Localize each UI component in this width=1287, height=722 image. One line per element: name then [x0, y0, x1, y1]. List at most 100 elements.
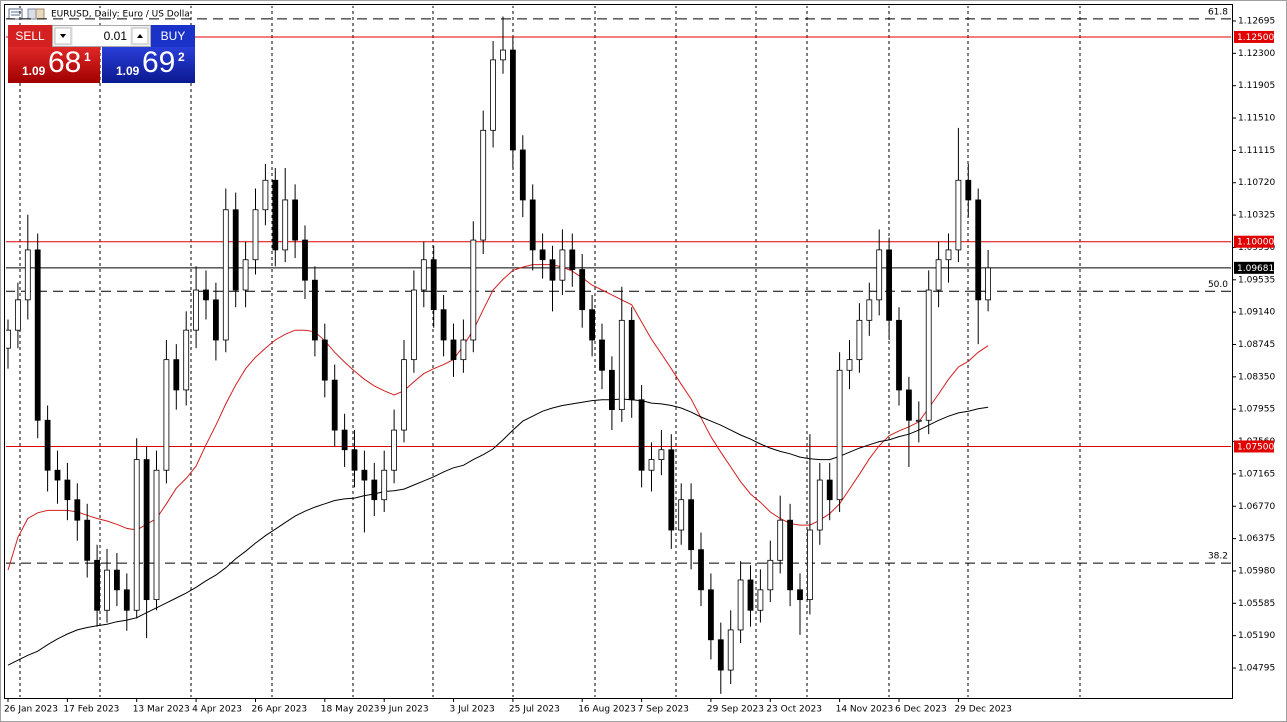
candle-body	[509, 49, 516, 151]
fib-label: 61.8	[1208, 7, 1228, 17]
x-tick-label: 23 Oct 2023	[766, 705, 822, 715]
buy-price[interactable]: 1.09 69 2	[102, 46, 195, 83]
y-tick-label: 1.11905	[1238, 81, 1275, 91]
lot-input[interactable]: 0.01	[73, 26, 130, 46]
candle-body	[569, 249, 576, 270]
price-tag	[1234, 440, 1274, 453]
candle-body	[470, 239, 477, 341]
candle-body	[331, 379, 338, 431]
candle-body	[945, 249, 952, 261]
candle-body	[846, 359, 853, 371]
candle-body	[14, 299, 21, 331]
candle-body	[935, 259, 942, 291]
candle-body	[826, 479, 833, 501]
candle-body	[579, 269, 586, 311]
up-arrow	[137, 34, 143, 38]
candle-body	[34, 249, 41, 421]
candle-body	[84, 519, 91, 561]
x-tick-label: 25 Jul 2023	[509, 705, 560, 715]
candle-body	[985, 267, 991, 301]
y-tick-label: 1.05190	[1238, 631, 1275, 641]
candle-body	[302, 239, 308, 281]
y-tick-label: 1.05585	[1238, 599, 1275, 609]
candle-body	[381, 469, 388, 501]
lot-control: 0.01	[52, 25, 151, 47]
candle-body	[638, 399, 645, 471]
x-tick-label: 18 May 2023	[321, 705, 380, 715]
price-fraction: 1	[84, 50, 91, 64]
x-tick-label: 14 Nov 2023	[836, 705, 894, 715]
candle-body	[886, 249, 892, 321]
y-tick-label: 1.08745	[1238, 340, 1275, 350]
price-tag-label: 1.07500	[1237, 442, 1274, 452]
candle-body	[539, 249, 546, 261]
candle-body	[549, 259, 556, 281]
candle-body	[975, 199, 982, 301]
y-tick-label: 1.05980	[1238, 566, 1275, 576]
candle-body	[163, 359, 170, 471]
fib-label: 50.0	[1208, 280, 1228, 290]
candle-body	[133, 459, 140, 611]
candle-body	[777, 519, 784, 561]
y-tick-label: 1.12300	[1238, 49, 1275, 59]
chart-title: EURUSD, Daily: Euro / US Dolla	[51, 10, 190, 20]
icon	[35, 8, 45, 20]
price-tag	[1234, 235, 1274, 248]
sell-button[interactable]: SELL	[8, 25, 52, 47]
x-tick-label: 6 Dec 2023	[895, 705, 947, 715]
candle-body	[24, 249, 31, 301]
y-tick-label: 1.09535	[1238, 275, 1275, 285]
y-tick-label: 1.04795	[1238, 664, 1275, 674]
y-tick-label: 1.12695	[1238, 16, 1275, 26]
candle-body	[955, 179, 962, 251]
candle-body	[589, 309, 595, 341]
buy-button[interactable]: BUY	[151, 25, 195, 47]
candle-body	[232, 209, 239, 291]
candle-body	[599, 339, 605, 371]
y-tick-label: 1.07955	[1238, 405, 1275, 415]
candle-body	[915, 419, 922, 422]
candle-body	[787, 519, 793, 591]
down-arrow	[60, 34, 66, 38]
price-prefix: 1.09	[116, 64, 140, 78]
candle-body	[500, 49, 506, 61]
y-tick-label: 1.10720	[1238, 178, 1275, 188]
candle-body	[74, 499, 81, 521]
candle-body	[896, 319, 902, 391]
candle-body	[104, 569, 110, 611]
candle-body	[203, 289, 209, 301]
candle-body	[351, 449, 358, 471]
x-tick-label: 17 Feb 2023	[63, 705, 119, 715]
candle-body	[767, 559, 774, 591]
candle-body	[717, 639, 724, 671]
candle-body	[272, 179, 279, 251]
candle-body	[906, 389, 912, 421]
icon	[27, 8, 37, 20]
candle-body	[618, 319, 625, 411]
x-tick-label: 26 Apr 2023	[252, 705, 308, 715]
candle-body	[450, 339, 457, 361]
price-tag	[1234, 261, 1274, 274]
candle-body	[559, 249, 566, 281]
y-tick-label: 1.11115	[1238, 146, 1275, 156]
sell-price[interactable]: 1.09 68 1	[8, 46, 100, 83]
candle-body	[658, 449, 665, 460]
candle-body	[440, 309, 447, 341]
candle-body	[371, 479, 378, 501]
x-tick-label: 29 Dec 2023	[954, 705, 1012, 715]
candle-body	[222, 209, 229, 341]
candle-body	[292, 199, 299, 241]
candle-body	[193, 289, 200, 331]
y-tick-label: 1.08350	[1238, 372, 1275, 382]
candle-body	[212, 299, 219, 341]
x-tick-label: 7 Sep 2023	[638, 705, 689, 715]
candle-body	[836, 369, 843, 501]
moving-average	[7, 264, 989, 571]
candle-body	[321, 339, 328, 381]
candle-body	[262, 179, 269, 211]
candle-body	[816, 479, 823, 531]
candle-body	[460, 339, 467, 361]
candle-body	[252, 209, 259, 261]
price-tag	[1234, 30, 1274, 43]
